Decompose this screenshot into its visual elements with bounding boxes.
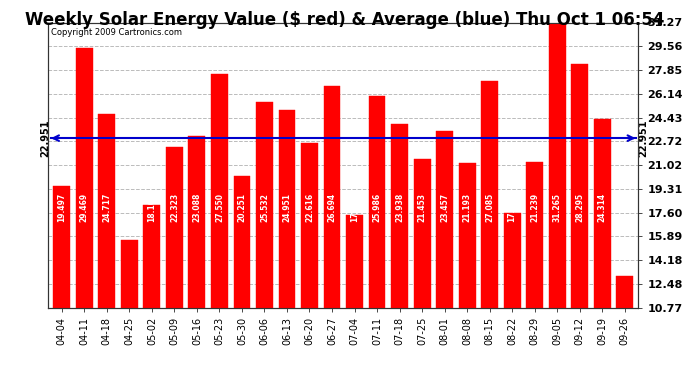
Bar [526, 162, 543, 375]
Bar [211, 74, 228, 375]
Text: 26.694: 26.694 [328, 193, 337, 222]
Text: 22.616: 22.616 [305, 193, 314, 222]
Text: 13.045: 13.045 [620, 193, 629, 222]
Bar [594, 119, 611, 375]
Text: 21.239: 21.239 [530, 193, 539, 222]
Bar [76, 48, 92, 375]
Bar [459, 163, 475, 375]
Text: 15.625: 15.625 [125, 193, 134, 222]
Bar [481, 81, 498, 375]
Bar [279, 110, 295, 375]
Bar [504, 213, 520, 375]
Text: 29.469: 29.469 [80, 193, 89, 222]
Text: 19.497: 19.497 [57, 193, 66, 222]
Text: 28.295: 28.295 [575, 193, 584, 222]
Bar [144, 206, 160, 375]
Text: 18.107: 18.107 [148, 193, 157, 222]
Text: 24.951: 24.951 [282, 193, 291, 222]
Text: 17.598: 17.598 [508, 193, 517, 222]
Text: 22.951: 22.951 [41, 119, 50, 157]
Bar [324, 86, 340, 375]
Text: 25.532: 25.532 [260, 193, 269, 222]
Bar [571, 64, 588, 375]
Bar [166, 147, 183, 375]
Text: 25.986: 25.986 [373, 193, 382, 222]
Bar [188, 136, 206, 375]
Text: 23.938: 23.938 [395, 193, 404, 222]
Text: 27.550: 27.550 [215, 193, 224, 222]
Text: 23.088: 23.088 [193, 193, 201, 222]
Bar [346, 215, 363, 375]
Text: 22.323: 22.323 [170, 193, 179, 222]
Text: 21.453: 21.453 [417, 193, 426, 222]
Bar [233, 176, 250, 375]
Text: 21.193: 21.193 [462, 193, 472, 222]
Text: 17.443: 17.443 [350, 193, 359, 222]
Text: Copyright 2009 Cartronics.com: Copyright 2009 Cartronics.com [51, 28, 182, 37]
Text: 24.314: 24.314 [598, 193, 607, 222]
Bar [99, 114, 115, 375]
Text: Weekly Solar Energy Value ($ red) & Average (blue) Thu Oct 1 06:54: Weekly Solar Energy Value ($ red) & Aver… [26, 11, 664, 29]
Bar [121, 240, 138, 375]
Bar [616, 276, 633, 375]
Text: 31.265: 31.265 [553, 193, 562, 222]
Bar [413, 159, 431, 375]
Text: 22.951: 22.951 [638, 119, 648, 157]
Bar [53, 186, 70, 375]
Text: 24.717: 24.717 [102, 193, 111, 222]
Bar [301, 143, 318, 375]
Bar [549, 22, 566, 375]
Bar [391, 124, 408, 375]
Text: 27.085: 27.085 [485, 193, 494, 222]
Text: 20.251: 20.251 [237, 193, 246, 222]
Bar [436, 131, 453, 375]
Bar [368, 96, 386, 375]
Bar [256, 102, 273, 375]
Text: 23.457: 23.457 [440, 193, 449, 222]
